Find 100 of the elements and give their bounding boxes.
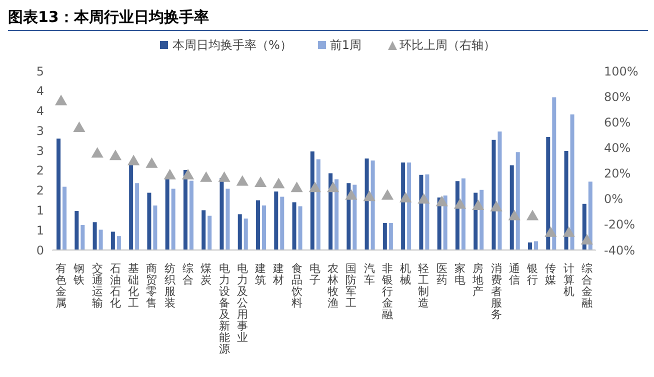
bar xyxy=(226,188,230,250)
point xyxy=(290,182,303,192)
bar xyxy=(62,186,67,250)
y-tick-label: 2 xyxy=(36,184,44,198)
y-tick-label: 3 xyxy=(36,144,44,158)
point xyxy=(544,226,557,237)
bar xyxy=(328,173,333,250)
point xyxy=(562,226,575,237)
point xyxy=(308,182,322,192)
bar xyxy=(352,184,357,250)
x-tick-label: 机械 xyxy=(400,262,412,286)
point xyxy=(363,190,376,202)
bar xyxy=(262,205,266,250)
x-tick-label: 家电 xyxy=(454,262,466,286)
bar xyxy=(92,222,97,250)
y-tick-label: 5 xyxy=(36,64,44,78)
y2-tick-label: 40% xyxy=(604,140,631,155)
bar xyxy=(443,196,448,250)
x-tick-label: 商贸零售 xyxy=(146,262,158,310)
point xyxy=(454,198,466,209)
bar xyxy=(382,222,387,250)
point xyxy=(218,171,230,182)
bar xyxy=(492,140,496,250)
point xyxy=(164,168,176,180)
bar xyxy=(116,236,121,250)
bar xyxy=(110,232,115,250)
y-tick-label: 4 xyxy=(36,84,44,98)
point xyxy=(400,192,412,202)
x-tick-label: 纺织服装 xyxy=(164,262,176,310)
point xyxy=(236,175,248,186)
x-tick-label: 综合 xyxy=(182,262,194,286)
bar xyxy=(498,131,502,250)
bar xyxy=(334,179,339,250)
bar xyxy=(407,162,412,250)
bar xyxy=(189,180,194,250)
x-tick-label: 电子 xyxy=(309,262,320,286)
point xyxy=(146,157,158,168)
bar xyxy=(244,218,248,250)
x-tick-label: 银行 xyxy=(526,262,538,286)
point xyxy=(182,168,194,180)
bar xyxy=(455,181,460,250)
x-tick-label: 建筑 xyxy=(254,262,266,286)
bar xyxy=(56,138,61,250)
bar xyxy=(238,214,242,250)
x-tick-label: 计算机 xyxy=(563,262,574,298)
y2-tick-label: -20% xyxy=(604,218,636,232)
x-tick-label: 轻工制造 xyxy=(418,262,430,310)
x-tick-label: 医药 xyxy=(436,262,448,286)
x-tick-label: 综合金融 xyxy=(581,262,592,310)
x-tick-label: 农林牧渔 xyxy=(326,262,339,310)
x-tick-label: 通信 xyxy=(508,262,520,286)
point xyxy=(580,234,594,245)
point xyxy=(91,147,104,158)
bar xyxy=(135,183,140,250)
bar xyxy=(274,192,278,250)
bar xyxy=(74,211,79,250)
point xyxy=(345,189,358,200)
x-tick-label: 电力设备及新能源 xyxy=(218,262,230,356)
bar xyxy=(364,158,369,250)
bar xyxy=(310,151,314,250)
bar xyxy=(256,200,260,250)
x-tick-label: 建材 xyxy=(272,262,284,286)
x-tick-label: 房地产 xyxy=(472,262,484,298)
bar xyxy=(401,162,406,250)
bar xyxy=(546,137,550,250)
x-tick-label: 消费者服务 xyxy=(490,262,502,321)
bar xyxy=(534,241,538,250)
point xyxy=(254,176,267,188)
bar xyxy=(419,174,424,250)
legend-label: 前1周 xyxy=(330,37,362,54)
bar xyxy=(153,205,158,250)
bar xyxy=(528,242,532,250)
bar xyxy=(202,210,206,250)
bar xyxy=(552,97,556,250)
point xyxy=(73,122,86,132)
y-tick-label: 3 xyxy=(36,124,44,138)
point xyxy=(472,200,484,210)
point xyxy=(272,178,285,188)
x-tick-label: 传媒 xyxy=(545,262,556,286)
y2-tick-label: 0% xyxy=(604,192,624,206)
point xyxy=(54,94,68,106)
bar xyxy=(220,178,224,250)
y-tick-label: 0 xyxy=(36,243,44,258)
y-tick-label: 4 xyxy=(36,104,44,118)
y2-tick-label: 20% xyxy=(604,166,631,181)
y-tick-label: 1 xyxy=(36,223,44,238)
x-tick-label: 钢铁 xyxy=(72,262,85,286)
point xyxy=(526,210,539,220)
x-tick-label: 电力及公用事业 xyxy=(236,262,248,344)
point xyxy=(436,196,448,206)
point xyxy=(418,193,430,204)
x-tick-label: 交通运输 xyxy=(92,262,103,310)
x-tick-label: 国防军工 xyxy=(346,262,357,310)
y-tick-label: 2 xyxy=(36,164,44,178)
bar xyxy=(346,183,351,250)
x-tick-label: 非银行金融 xyxy=(380,262,393,321)
bar xyxy=(564,150,568,250)
point xyxy=(490,200,502,212)
x-tick-label: 基础化工 xyxy=(127,262,140,310)
y2-tick-label: 60% xyxy=(604,115,631,130)
